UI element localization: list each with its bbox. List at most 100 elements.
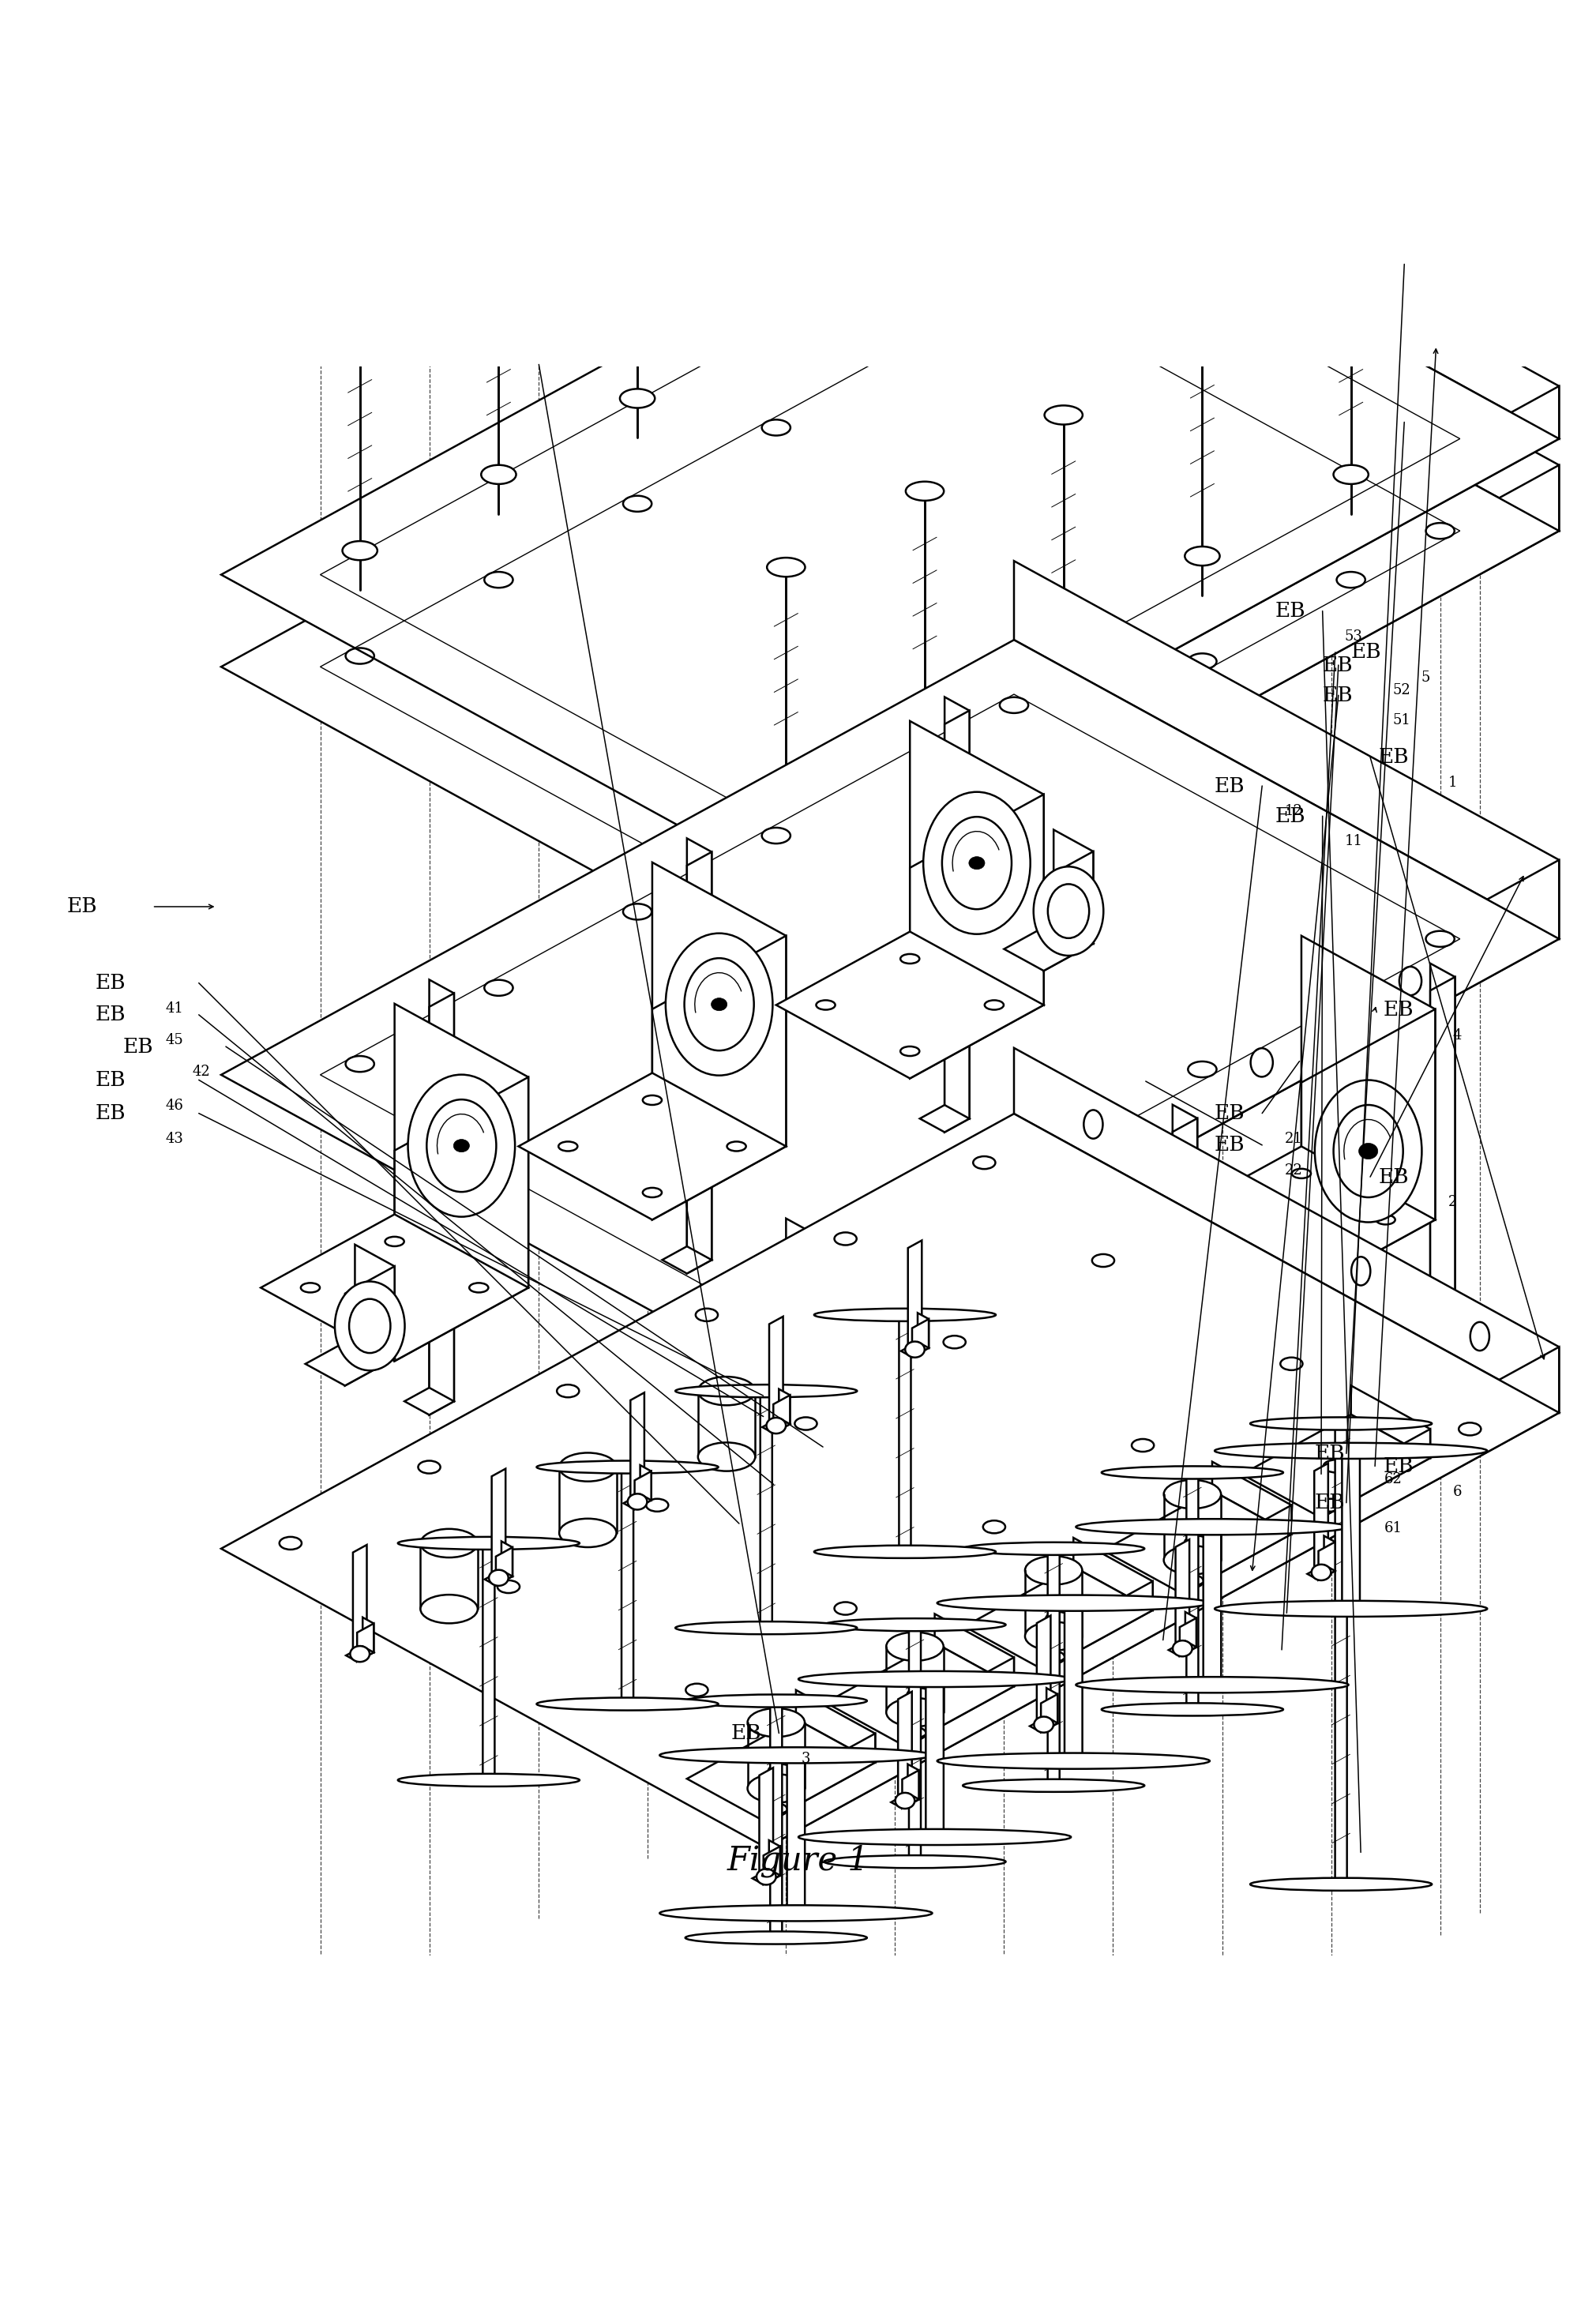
Ellipse shape — [1312, 1565, 1331, 1581]
Ellipse shape — [1034, 866, 1103, 957]
Polygon shape — [358, 1623, 373, 1663]
Ellipse shape — [907, 699, 942, 717]
Polygon shape — [1342, 1447, 1360, 1614]
Polygon shape — [891, 1653, 940, 1681]
Ellipse shape — [559, 1519, 616, 1546]
Ellipse shape — [1334, 1105, 1403, 1198]
Ellipse shape — [824, 1855, 1005, 1867]
Polygon shape — [796, 1690, 875, 1762]
Polygon shape — [1242, 1414, 1430, 1519]
Ellipse shape — [426, 1101, 496, 1191]
Polygon shape — [492, 1470, 506, 1581]
Polygon shape — [825, 1644, 1013, 1746]
Polygon shape — [429, 994, 453, 1414]
Polygon shape — [1336, 1421, 1347, 1888]
Ellipse shape — [819, 1389, 887, 1479]
Ellipse shape — [420, 1595, 477, 1623]
Polygon shape — [1173, 1105, 1197, 1526]
Text: 22: 22 — [1285, 1163, 1302, 1177]
Ellipse shape — [757, 1869, 776, 1885]
Ellipse shape — [488, 1570, 509, 1586]
Text: 3: 3 — [801, 1751, 811, 1765]
Polygon shape — [697, 1456, 787, 1505]
Polygon shape — [1430, 978, 1456, 1398]
Polygon shape — [918, 1312, 929, 1349]
Text: 46: 46 — [166, 1098, 184, 1112]
Polygon shape — [910, 722, 1044, 1005]
Text: EB: EB — [1377, 748, 1409, 766]
Ellipse shape — [627, 1493, 646, 1509]
Ellipse shape — [350, 1646, 370, 1663]
Text: EB: EB — [1382, 1001, 1414, 1019]
Polygon shape — [1053, 829, 1093, 943]
Ellipse shape — [1076, 1676, 1349, 1693]
Text: EB: EB — [1275, 806, 1306, 827]
Ellipse shape — [969, 857, 985, 868]
Polygon shape — [926, 1674, 943, 1841]
Text: 2: 2 — [1448, 1196, 1457, 1210]
Polygon shape — [1213, 1461, 1291, 1535]
Polygon shape — [774, 1396, 790, 1433]
Polygon shape — [899, 1693, 911, 1804]
Ellipse shape — [1049, 885, 1088, 938]
Polygon shape — [686, 852, 712, 1272]
Ellipse shape — [536, 1461, 718, 1474]
Ellipse shape — [343, 541, 377, 560]
Text: 42: 42 — [193, 1066, 211, 1080]
Ellipse shape — [937, 1753, 1210, 1769]
Polygon shape — [394, 1077, 528, 1361]
Ellipse shape — [685, 1695, 867, 1707]
Ellipse shape — [1183, 330, 1221, 348]
Ellipse shape — [1215, 1442, 1487, 1458]
Text: 11: 11 — [1345, 834, 1363, 848]
Polygon shape — [404, 1389, 453, 1414]
Text: 4: 4 — [1452, 1029, 1462, 1043]
Ellipse shape — [1101, 1465, 1283, 1479]
Text: EB: EB — [96, 1005, 126, 1024]
Polygon shape — [1103, 1491, 1291, 1593]
Polygon shape — [1406, 1372, 1456, 1398]
Ellipse shape — [666, 933, 772, 1075]
Ellipse shape — [907, 232, 942, 251]
Polygon shape — [482, 1539, 495, 1783]
Ellipse shape — [905, 1342, 924, 1358]
Ellipse shape — [814, 1310, 996, 1321]
Polygon shape — [1314, 1463, 1328, 1577]
Polygon shape — [697, 1551, 787, 1600]
Text: EB: EB — [67, 896, 97, 917]
Polygon shape — [1047, 1546, 1060, 1788]
Polygon shape — [1176, 1539, 1189, 1653]
Polygon shape — [353, 1544, 367, 1658]
Polygon shape — [519, 1073, 787, 1219]
Polygon shape — [905, 1658, 1013, 1746]
Polygon shape — [1168, 1147, 1435, 1293]
Polygon shape — [787, 1751, 804, 1918]
Polygon shape — [908, 1240, 922, 1354]
Ellipse shape — [747, 1709, 804, 1737]
Ellipse shape — [758, 313, 793, 332]
Ellipse shape — [480, 464, 516, 483]
Text: EB: EB — [1315, 1493, 1345, 1512]
Ellipse shape — [479, 248, 517, 267]
Polygon shape — [1183, 1505, 1291, 1593]
Ellipse shape — [798, 1672, 1071, 1688]
Polygon shape — [902, 1342, 929, 1356]
Polygon shape — [1044, 1581, 1152, 1670]
Text: EB: EB — [96, 1103, 126, 1124]
Polygon shape — [902, 1769, 919, 1809]
Polygon shape — [1179, 1618, 1197, 1656]
Polygon shape — [1074, 1537, 1152, 1609]
Polygon shape — [653, 1428, 919, 1577]
Ellipse shape — [1173, 1642, 1192, 1656]
Text: EB: EB — [123, 1036, 153, 1057]
Polygon shape — [394, 1003, 528, 1289]
Polygon shape — [1350, 1386, 1430, 1458]
Ellipse shape — [962, 1779, 1144, 1793]
Polygon shape — [752, 1869, 780, 1885]
Ellipse shape — [342, 323, 378, 344]
Polygon shape — [1029, 1716, 1058, 1732]
Polygon shape — [1307, 1565, 1336, 1579]
Ellipse shape — [824, 1618, 1005, 1630]
Polygon shape — [354, 1245, 394, 1358]
Polygon shape — [1065, 1598, 1082, 1765]
